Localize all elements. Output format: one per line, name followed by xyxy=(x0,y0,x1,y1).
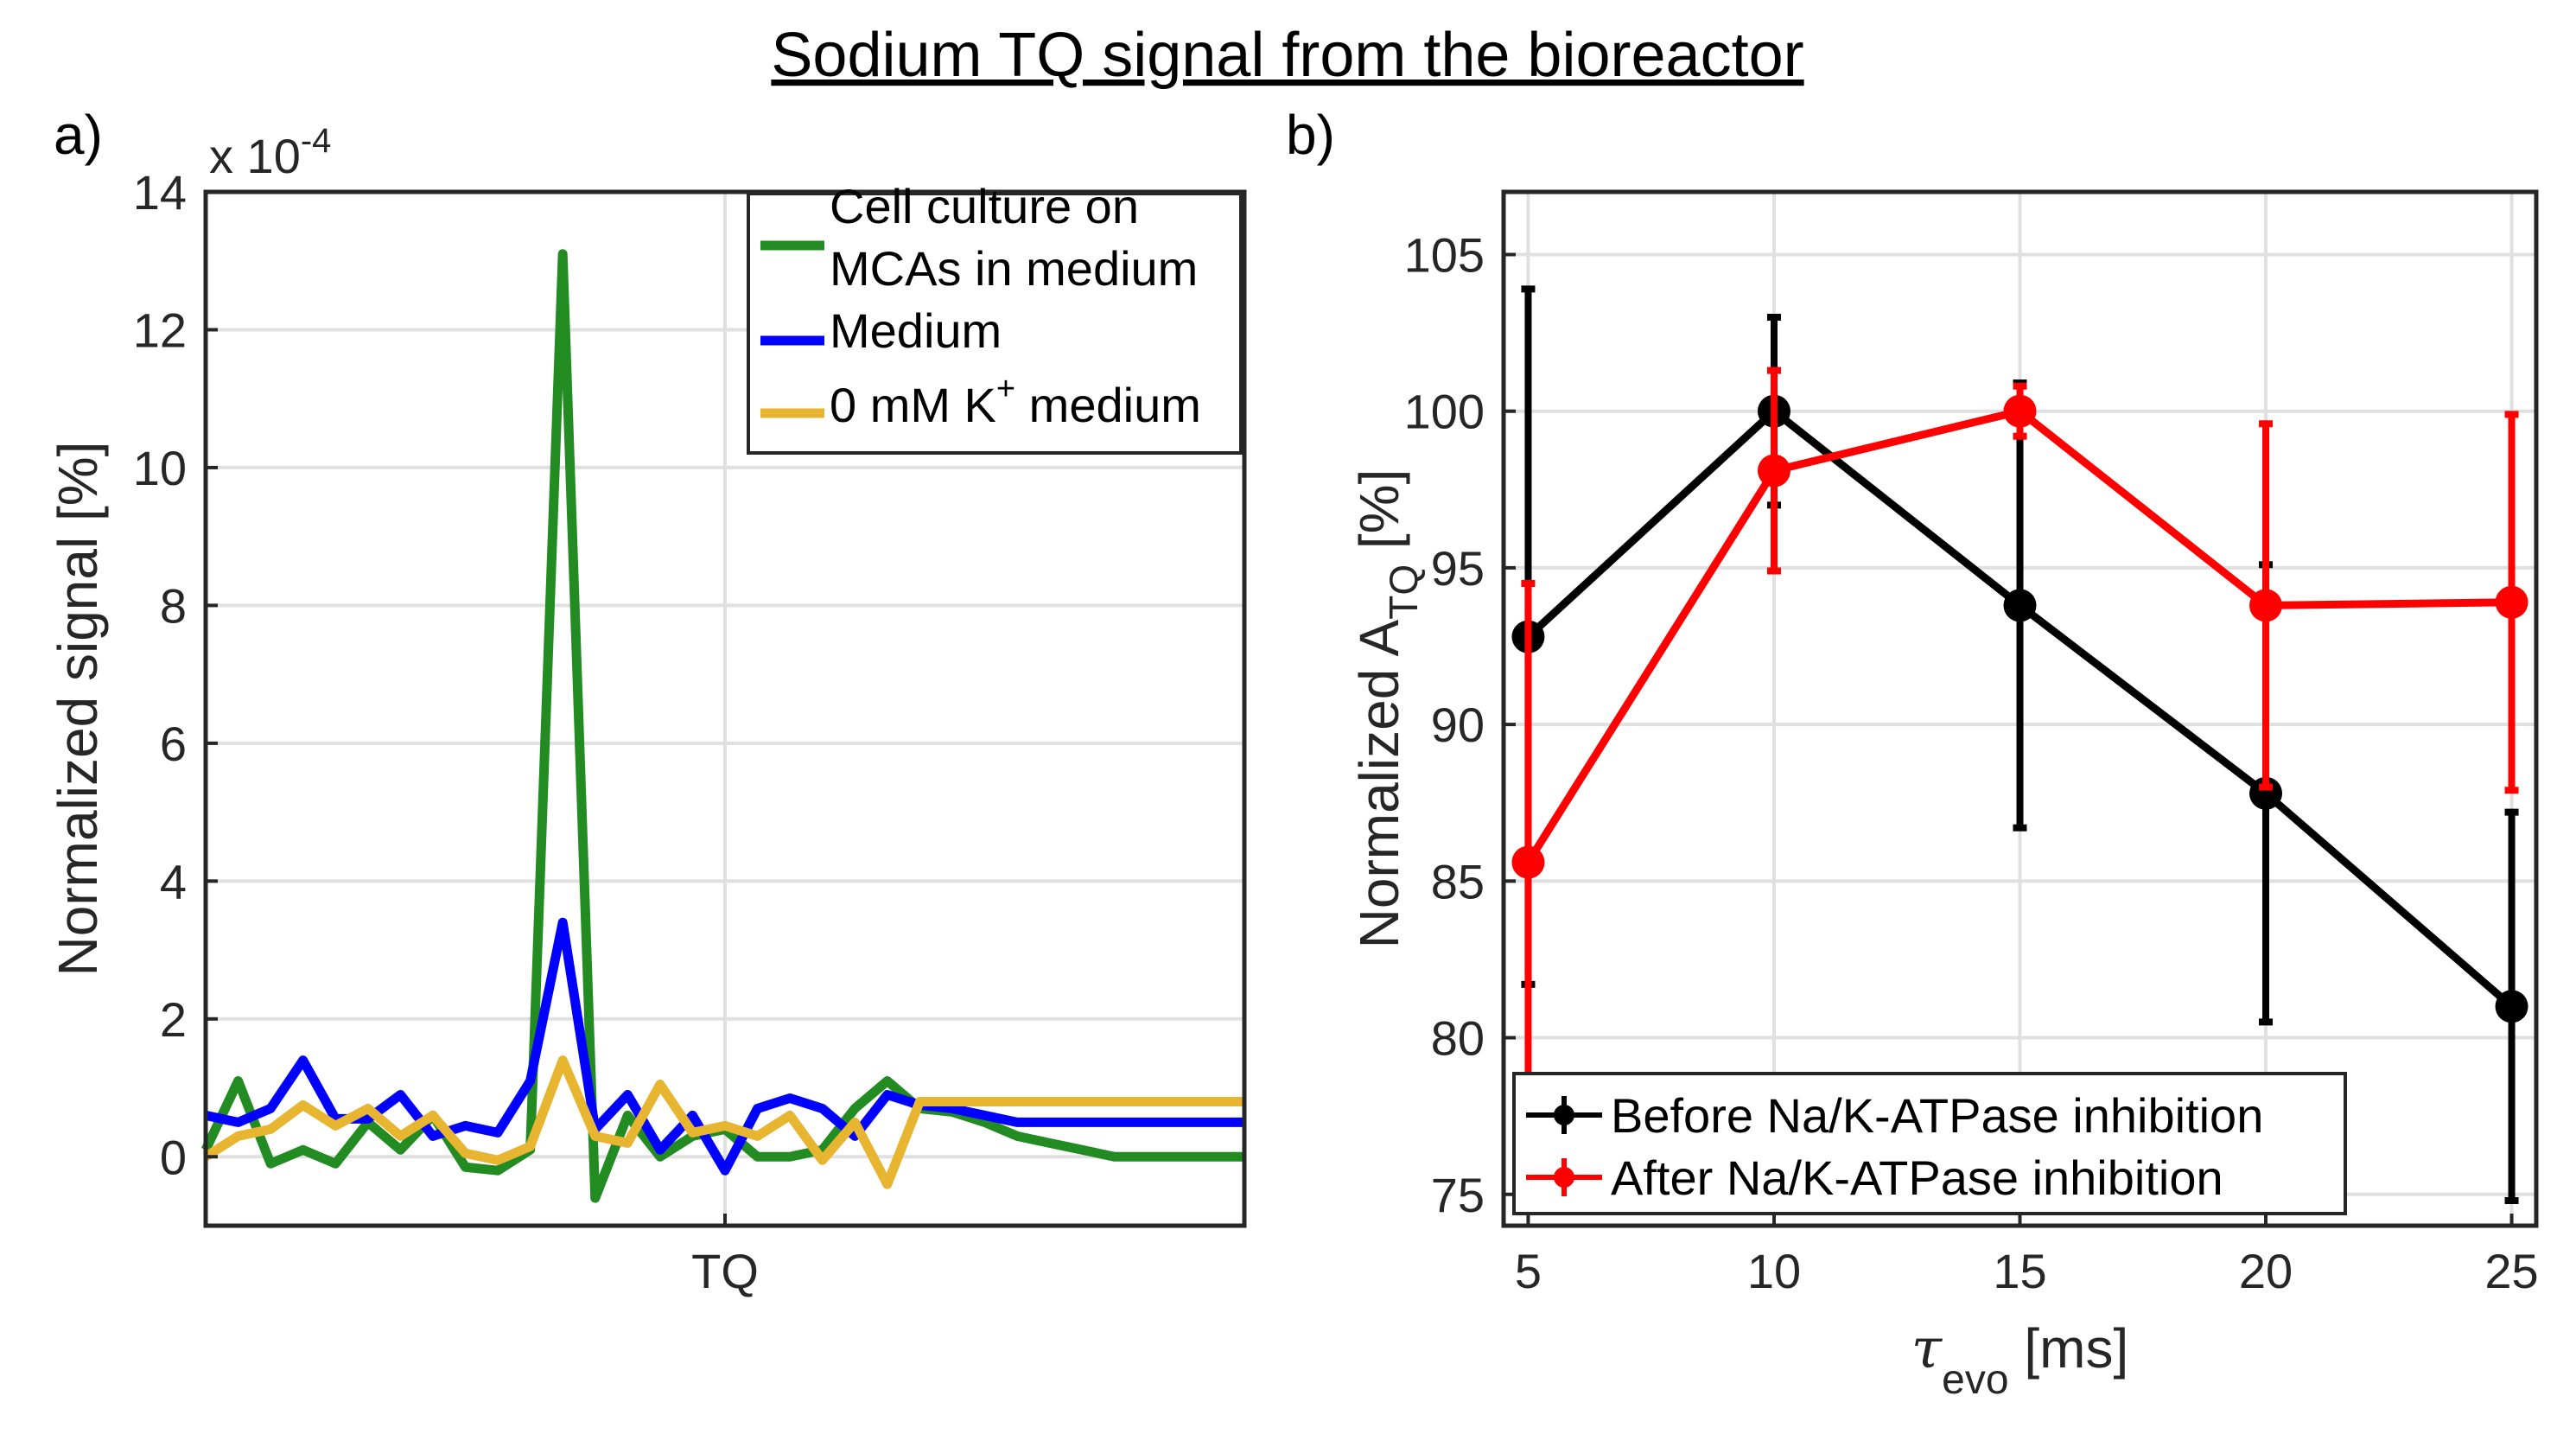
y-tick-label-a: 6 xyxy=(160,717,187,771)
legend-marker-b-0 xyxy=(1554,1105,1574,1125)
panel-a: a) 0 2 4 6 8 10 12 14 TQ x 10-4 Normalized signal [… xyxy=(47,104,1247,1298)
x-tick-label-a: TQ xyxy=(691,1244,759,1298)
data-point-b-1 xyxy=(1757,454,1790,488)
y-tick-label-b: 105 xyxy=(1404,227,1485,282)
y-label-tail: [%] xyxy=(1348,469,1410,564)
data-point-b-0 xyxy=(2003,589,2037,622)
x-tick-label-b: 20 xyxy=(2239,1244,2293,1298)
y-tick-label-a: 10 xyxy=(133,441,187,495)
y-axis-label-a: Normalized signal [%] xyxy=(47,442,109,977)
y-label-subscript: TQ xyxy=(1381,564,1426,620)
x-tick-label-b: 5 xyxy=(1515,1244,1542,1298)
legend-superscript: + xyxy=(996,371,1015,407)
data-point-b-1 xyxy=(2495,585,2528,619)
data-point-b-1 xyxy=(1511,845,1545,879)
figure-title: Sodium TQ signal from the bioreactor xyxy=(771,21,1803,90)
series-line-a-1 xyxy=(204,917,1244,1176)
legend-label-a-1: Medium xyxy=(830,303,1002,358)
x-label-subscript: evo xyxy=(1942,1357,2008,1403)
legend-label-a-2: 0 mM K+ medium xyxy=(830,371,1201,432)
y-tick-label-a: 4 xyxy=(160,854,187,908)
data-point-b-0 xyxy=(2249,776,2283,810)
y-label-main: Normalized A xyxy=(1348,619,1410,948)
y-tick-label-a: 0 xyxy=(160,1130,187,1184)
x-label-tail: [ms] xyxy=(2009,1317,2129,1380)
y-tick-label-b: 95 xyxy=(1431,541,1485,596)
data-point-b-1 xyxy=(2003,394,2037,428)
legend-label-b-1: After Na/K-ATPase inhibition xyxy=(1611,1150,2223,1205)
data-point-b-0 xyxy=(2495,990,2528,1023)
legend-marker-b-1 xyxy=(1554,1167,1574,1188)
y-tick-label-b: 75 xyxy=(1431,1168,1485,1222)
x-tick-label-b: 25 xyxy=(2484,1244,2538,1298)
legend-box-a xyxy=(747,192,1243,455)
panel-b-label: b) xyxy=(1286,104,1335,166)
y-tick-label-a: 12 xyxy=(133,303,187,357)
panel-a-label: a) xyxy=(54,104,103,166)
y-tick-label-b: 90 xyxy=(1431,698,1485,752)
y-tick-label-a: 14 xyxy=(133,165,187,220)
legend-label-a-0: Cell culture on xyxy=(830,179,1139,233)
x-axis-label-b: τevo [ms] xyxy=(1911,1317,2128,1403)
legend-box-b xyxy=(1512,1072,2347,1215)
y-exponent: -4 xyxy=(301,122,332,160)
y-multiplier-label: x 10-4 xyxy=(209,122,331,183)
legend-label-a-0: MCAs in medium xyxy=(830,241,1198,296)
panel-b: b) 75 80 85 90 95 100 105 5 10 15 20 25 Normalized AT… xyxy=(1286,104,2539,1403)
data-point-b-1 xyxy=(2249,589,2283,622)
legend-text: medium xyxy=(1015,378,1201,432)
x-tick-label-b: 15 xyxy=(1993,1244,2046,1298)
y-tick-label-b: 80 xyxy=(1431,1011,1485,1066)
x-tick-label-b: 10 xyxy=(1747,1244,1801,1298)
y-tick-label-b: 85 xyxy=(1431,854,1485,908)
y-tick-label-b: 100 xyxy=(1404,385,1485,439)
y-tick-label-a: 8 xyxy=(160,578,187,633)
legend-text: 0 mM K xyxy=(830,378,996,432)
y-axis-label-b: Normalized ATQ [%] xyxy=(1348,469,1426,949)
series-line-a-2 xyxy=(203,1055,1244,1189)
x-label-symbol: τ xyxy=(1911,1317,1943,1381)
legend-label-b-0: Before Na/K-ATPase inhibition xyxy=(1611,1088,2263,1143)
y-tick-label-a: 2 xyxy=(160,992,187,1047)
